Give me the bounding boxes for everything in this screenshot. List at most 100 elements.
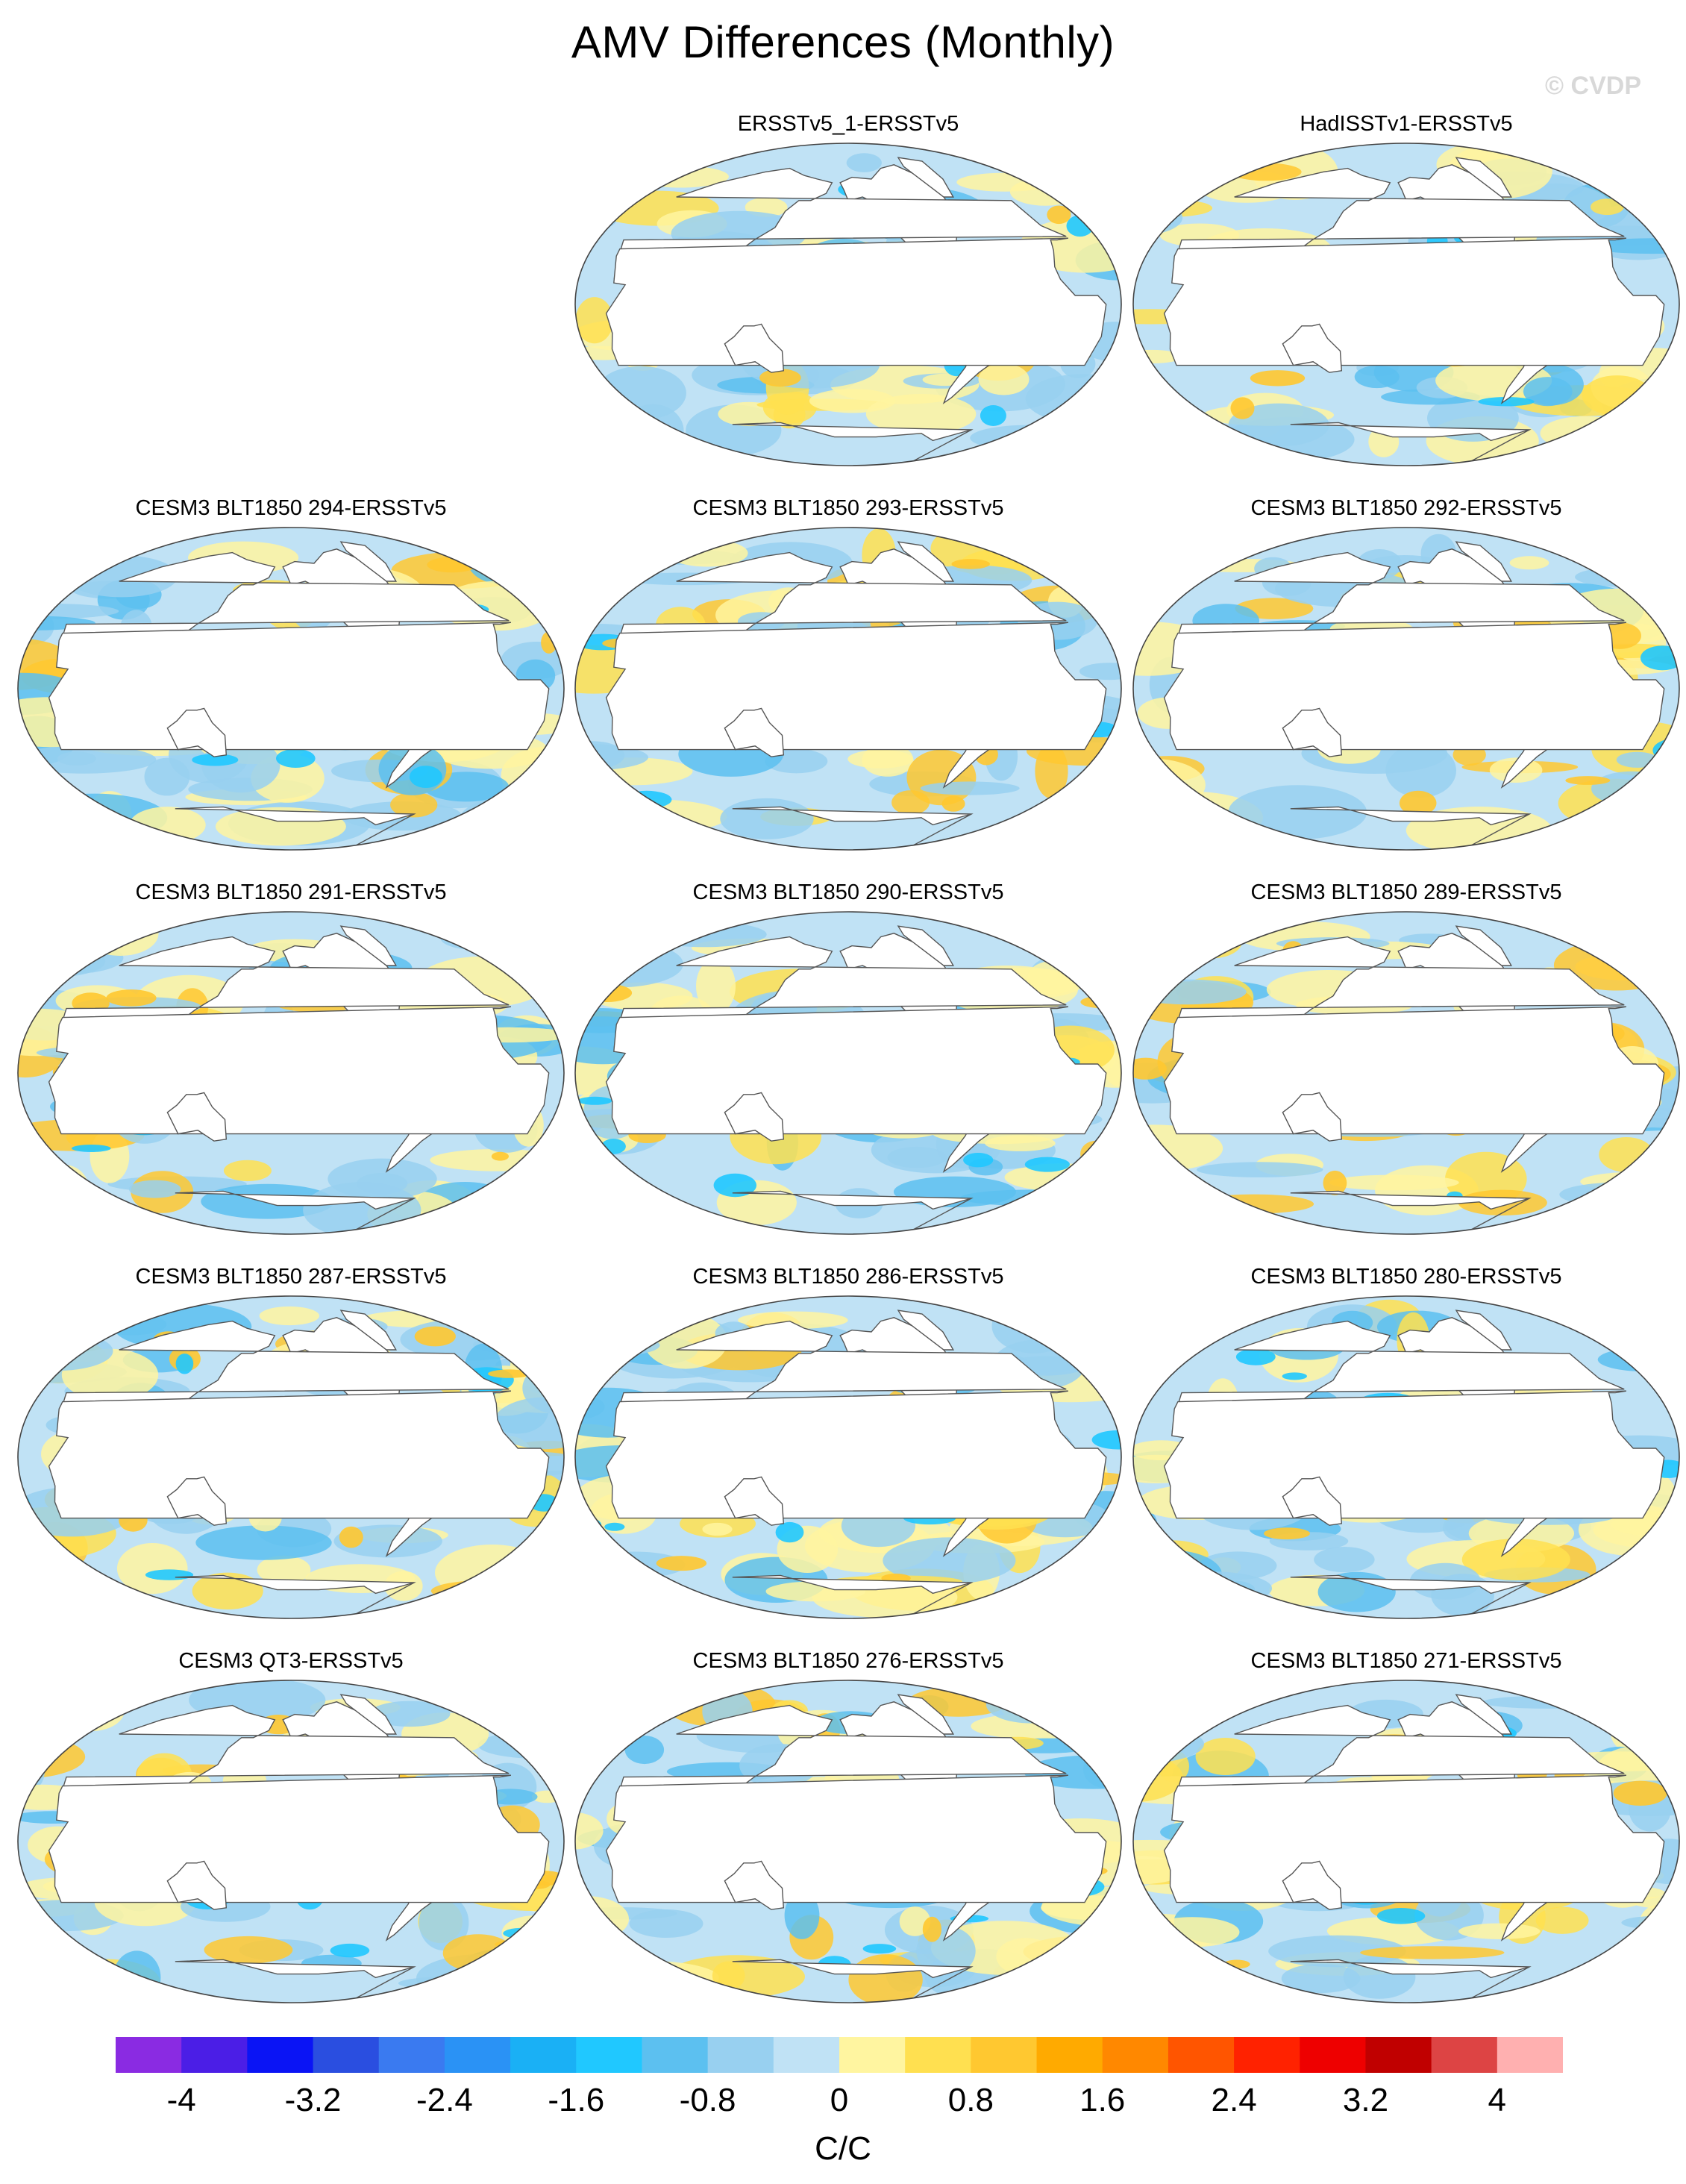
anomaly-contour — [330, 1943, 370, 1958]
anomaly-contour — [503, 1927, 543, 1939]
panel-title: CESM3 BLT1850 287-ERSSTv5 — [135, 1265, 447, 1289]
anomaly-contour — [712, 1961, 745, 1991]
world-map — [574, 1295, 1122, 1619]
colorbar-tick-label: 4 — [1488, 2082, 1507, 2118]
anomaly-contour — [1540, 416, 1631, 451]
colorbar — [116, 2037, 1563, 2073]
colorbar-swatch — [510, 2037, 577, 2073]
world-map — [574, 143, 1122, 466]
land-africa — [605, 622, 1107, 751]
anomaly-contour — [1399, 790, 1437, 816]
anomaly-contour — [575, 939, 634, 964]
anomaly-contour — [1133, 1324, 1167, 1363]
colorbar-swatch — [905, 2037, 971, 2073]
land-australia — [166, 707, 228, 757]
world-map — [17, 1295, 565, 1619]
map-border — [574, 527, 1122, 851]
land-antarctica — [175, 1574, 416, 1618]
land-greenland — [1455, 1310, 1513, 1351]
land-africa — [605, 1774, 1107, 1903]
map-border — [1132, 527, 1680, 851]
anomaly-contour — [586, 1357, 621, 1377]
anomaly-contour — [970, 425, 1088, 451]
anomaly-contour — [1565, 776, 1611, 785]
land-greenland — [1455, 1694, 1513, 1735]
land-australia — [1282, 1092, 1343, 1142]
world-map — [1132, 1680, 1680, 2003]
colorbar-tick-label: -1.6 — [548, 2082, 605, 2118]
map-border — [1132, 143, 1680, 466]
anomaly-contour — [624, 1736, 665, 1765]
land-africa — [605, 1006, 1107, 1135]
panel-title: CESM3 BLT1850 271-ERSSTv5 — [1250, 1649, 1562, 1673]
anomaly-contour — [1442, 1515, 1477, 1542]
anomaly-contour — [129, 807, 206, 844]
colorbar-swatch — [1497, 2037, 1563, 2073]
anomaly-contour — [1605, 1956, 1667, 1986]
anomaly-contour — [577, 1096, 612, 1105]
anomaly-contour — [602, 178, 633, 200]
anomaly-contour — [106, 989, 157, 1007]
map-border — [574, 1680, 1122, 2003]
land-australia — [724, 707, 785, 757]
land-australia — [724, 1092, 785, 1142]
map-border — [17, 1295, 565, 1619]
anomaly-contour — [1133, 404, 1183, 455]
colorbar-swatch — [839, 2037, 906, 2073]
world-map — [574, 1680, 1122, 2003]
colorbar-swatch — [971, 2037, 1038, 2073]
anomaly-contour — [548, 951, 564, 990]
anomaly-contour — [535, 1148, 564, 1180]
anomaly-contour — [862, 1944, 897, 1954]
anomaly-contour — [702, 1522, 733, 1536]
anomaly-contour — [575, 185, 616, 233]
anomaly-contour — [512, 1962, 564, 1991]
map-panel: CESM3 BLT1850 294-ERSSTv5 — [15, 496, 567, 854]
panel-title: HadISSTv1-ERSSTv5 — [1300, 112, 1513, 136]
anomaly-contour — [1631, 1948, 1679, 1986]
colorbar-swatch — [1102, 2037, 1169, 2073]
anomaly-contour — [1235, 1348, 1276, 1365]
anomaly-contour — [414, 1326, 456, 1347]
land-antarctica — [1290, 1190, 1532, 1234]
panel-title: CESM3 BLT1850 291-ERSSTv5 — [135, 880, 447, 904]
panel-title: CESM3 QT3-ERSSTv5 — [178, 1649, 404, 1673]
anomaly-contour — [1281, 1964, 1361, 1993]
map-panel: CESM3 BLT1850 292-ERSSTv5 — [1130, 496, 1682, 854]
colorbar-swatch — [181, 2037, 248, 2073]
map-panel: CESM3 QT3-ERSSTv5 — [15, 1649, 567, 2007]
anomaly-contour — [57, 751, 96, 766]
anomaly-contour — [1145, 563, 1188, 584]
land-australia — [724, 1476, 785, 1526]
colorbar-tick-label: -2.4 — [416, 2082, 473, 2118]
colorbar-tick-label: 0 — [830, 2082, 849, 2118]
world-map — [17, 527, 565, 851]
anomaly-contour — [1478, 397, 1535, 407]
anomaly-contour — [580, 799, 727, 834]
anomaly-contour — [18, 1750, 46, 1791]
anomaly-contour — [1635, 1571, 1672, 1601]
land-australia — [1282, 707, 1343, 757]
land-africa — [605, 1390, 1107, 1519]
map-panel: CESM3 BLT1850 291-ERSSTv5 — [15, 880, 567, 1239]
anomaly-contour — [492, 1562, 564, 1616]
panel-title: CESM3 BLT1850 286-ERSSTv5 — [692, 1265, 1004, 1289]
colorbar-swatch — [1234, 2037, 1300, 2073]
map-panel: HadISSTv1-ERSSTv5 — [1130, 112, 1682, 470]
anomaly-contour — [1599, 1137, 1654, 1172]
colorbar-swatch — [378, 2037, 445, 2073]
colorbar-swatch — [247, 2037, 314, 2073]
anomaly-contour — [430, 1580, 551, 1602]
land-greenland — [339, 1694, 398, 1735]
anomaly-contour — [1068, 176, 1121, 216]
land-greenland — [339, 541, 398, 582]
land-africa — [48, 1774, 550, 1903]
land-greenland — [897, 1310, 955, 1351]
world-map — [574, 527, 1122, 851]
anomaly-contour — [38, 1164, 90, 1214]
anomaly-contour — [956, 172, 1055, 192]
anomaly-contour — [18, 1917, 53, 1951]
anomaly-contour — [589, 549, 621, 562]
anomaly-contour — [920, 781, 1020, 795]
anomaly-contour — [81, 912, 159, 956]
